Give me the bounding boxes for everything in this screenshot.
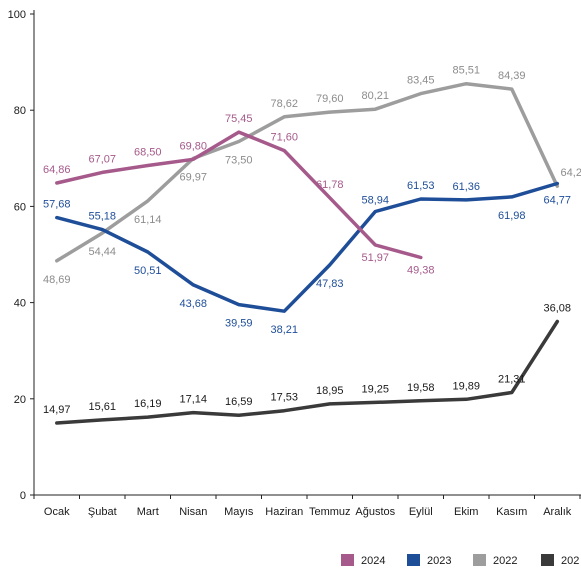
data-label: 61,98: [498, 210, 526, 222]
x-tick-label: Mayıs: [224, 506, 254, 518]
data-label: 69,97: [179, 171, 207, 183]
x-tick-label: Mart: [137, 506, 159, 518]
x-tick-label: Ağustos: [355, 506, 395, 518]
series-line-2023: [55, 181, 560, 313]
data-label: 61,78: [316, 179, 344, 191]
data-label: 84,39: [498, 70, 526, 82]
data-label: 71,60: [270, 132, 298, 144]
x-tick-label: Kasım: [496, 506, 527, 518]
data-label: 64,77: [543, 194, 571, 206]
legend-swatch: [341, 554, 354, 566]
data-label: 17,14: [179, 394, 207, 406]
data-label: 68,50: [134, 147, 162, 159]
data-label: 47,83: [316, 278, 344, 290]
legend-label: 2023: [427, 555, 451, 567]
data-label: 64,2: [561, 167, 581, 179]
data-label: 58,94: [361, 194, 389, 206]
data-label: 17,53: [270, 392, 298, 404]
data-label: 67,07: [88, 153, 116, 165]
data-label: 69,80: [179, 140, 207, 152]
x-tick-label: Şubat: [88, 506, 117, 518]
legend: 2024 2023 2022 202: [341, 554, 579, 567]
data-label: 48,69: [43, 274, 71, 286]
data-label: 18,95: [316, 385, 344, 397]
x-tick-label: Temmuz: [309, 506, 351, 518]
series-line-2022: [55, 81, 560, 263]
data-label: 14,97: [43, 404, 71, 416]
legend-swatch: [473, 554, 486, 566]
data-label: 43,68: [179, 298, 207, 310]
data-label: 38,21: [270, 324, 298, 336]
data-label: 78,62: [270, 98, 298, 110]
legend-swatch: [407, 554, 420, 566]
data-label: 83,45: [407, 75, 435, 87]
data-label: 79,60: [316, 93, 344, 105]
data-label: 15,61: [88, 401, 116, 413]
legend-label: 202: [561, 555, 579, 567]
legend-swatch: [541, 554, 554, 566]
x-tick-label: Aralık: [543, 506, 572, 518]
data-label: 19,89: [452, 380, 480, 392]
series-lines: [55, 81, 560, 425]
data-label: 61,53: [407, 180, 435, 192]
data-label: 19,25: [361, 383, 389, 395]
x-tick-label: Nisan: [179, 506, 207, 518]
data-label: 21,31: [498, 373, 526, 385]
data-labels: 64,86 67,07 68,50 69,80 75,45 71,60 61,78 51,97…: [43, 65, 581, 416]
series-line-202: [55, 319, 560, 425]
x-tick-label: Eylül: [409, 506, 433, 518]
data-label: 49,38: [407, 264, 435, 276]
data-label: 16,19: [134, 398, 162, 410]
data-label: 51,97: [361, 252, 389, 264]
data-label: 36,08: [543, 302, 571, 314]
y-tick-label: 40: [14, 298, 26, 310]
data-label: 75,45: [225, 113, 253, 125]
data-label: 19,58: [407, 382, 435, 394]
data-label: 64,86: [43, 164, 71, 176]
series-line-2024: [55, 130, 423, 260]
x-tick-label: Ocak: [44, 506, 70, 518]
data-label: 80,21: [361, 90, 389, 102]
data-label: 85,51: [452, 65, 480, 77]
y-tick-label: 0: [20, 490, 26, 502]
data-label: 61,36: [452, 181, 480, 193]
legend-label: 2022: [493, 555, 517, 567]
axes: 0 20 40 60 80 100 Ocak Şubat Mart Nisan Mayıs Hazir…: [8, 9, 581, 518]
data-label: 50,51: [134, 265, 162, 277]
data-label: 73,50: [225, 154, 253, 166]
x-tick-label: Ekim: [454, 506, 478, 518]
data-label: 54,44: [88, 246, 116, 258]
data-label: 61,14: [134, 214, 162, 226]
x-tick-label: Haziran: [265, 506, 303, 518]
data-label: 57,68: [43, 199, 71, 211]
y-tick-label: 60: [14, 201, 26, 213]
y-tick-label: 20: [14, 394, 26, 406]
data-label: 16,59: [225, 396, 253, 408]
y-tick-label: 80: [14, 105, 26, 117]
data-label: 39,59: [225, 318, 253, 330]
data-label: 55,18: [88, 211, 116, 223]
y-tick-label: 100: [8, 9, 26, 21]
legend-label: 2024: [361, 555, 385, 567]
